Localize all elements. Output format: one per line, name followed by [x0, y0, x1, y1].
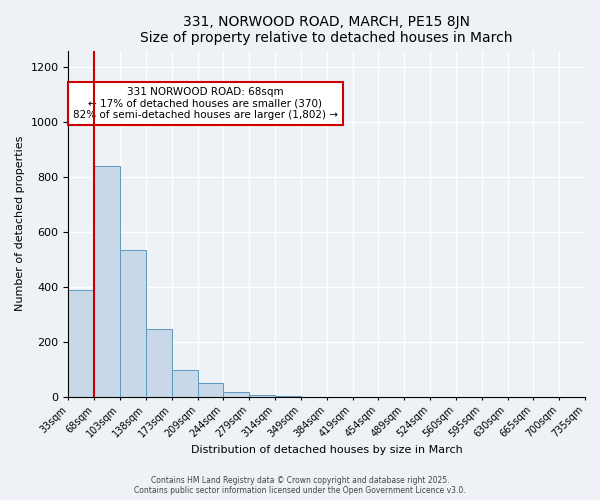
Text: 331 NORWOOD ROAD: 68sqm
← 17% of detached houses are smaller (370)
82% of semi-d: 331 NORWOOD ROAD: 68sqm ← 17% of detache…	[73, 87, 338, 120]
Bar	[172, 370, 197, 397]
Title: 331, NORWOOD ROAD, MARCH, PE15 8JN
Size of property relative to detached houses : 331, NORWOOD ROAD, MARCH, PE15 8JN Size …	[140, 15, 513, 45]
Bar	[68, 290, 94, 397]
Bar	[94, 166, 120, 397]
Y-axis label: Number of detached properties: Number of detached properties	[15, 136, 25, 312]
Text: Contains HM Land Registry data © Crown copyright and database right 2025.
Contai: Contains HM Land Registry data © Crown c…	[134, 476, 466, 495]
Bar	[197, 382, 223, 397]
Bar	[120, 250, 146, 397]
X-axis label: Distribution of detached houses by size in March: Distribution of detached houses by size …	[191, 445, 463, 455]
Bar	[249, 394, 275, 397]
Bar	[223, 392, 249, 397]
Bar	[146, 328, 172, 397]
Bar	[275, 396, 301, 397]
